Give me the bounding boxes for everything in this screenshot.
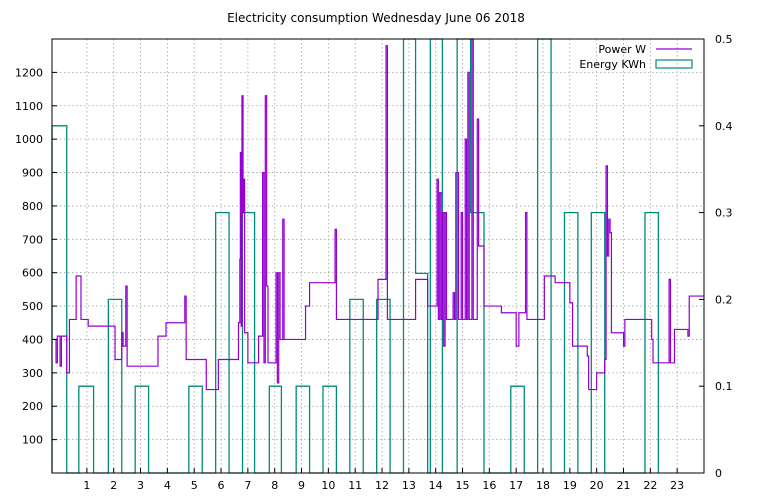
x-tick-label: 10 bbox=[321, 479, 335, 492]
x-tick-label: 6 bbox=[218, 479, 225, 492]
y2-tick-label: 0 bbox=[715, 467, 722, 480]
y-tick-label: 700 bbox=[22, 233, 43, 246]
x-tick-label: 8 bbox=[271, 479, 278, 492]
legend-label-energy: Energy KWh bbox=[579, 58, 646, 71]
x-tick-label: 22 bbox=[643, 479, 657, 492]
x-tick-label: 7 bbox=[244, 479, 251, 492]
y2-tick-label: 0.1 bbox=[715, 380, 733, 393]
legend: Power W Energy KWh bbox=[579, 43, 693, 71]
y-tick-label: 400 bbox=[22, 333, 43, 346]
power-series-line bbox=[52, 38, 704, 391]
x-tick-label: 20 bbox=[590, 479, 604, 492]
y-tick-label: 900 bbox=[22, 167, 43, 180]
y-tick-label: 100 bbox=[22, 434, 43, 447]
y2-tick-label: 0.5 bbox=[715, 33, 733, 46]
x-tick-label: 19 bbox=[563, 479, 577, 492]
grid-layer bbox=[52, 39, 704, 473]
x-tick-label: 3 bbox=[137, 479, 144, 492]
legend-label-power: Power W bbox=[598, 43, 646, 56]
x-tick-label: 2 bbox=[110, 479, 117, 492]
plot-border bbox=[51, 38, 705, 474]
power-series-layer bbox=[52, 38, 704, 391]
y-tick-label: 1100 bbox=[15, 100, 43, 113]
y-tick-label: 200 bbox=[22, 400, 43, 413]
axes-layer: 1 2 3 4 5 6 7 8 9 10 11 12 13 14 15 16 17 18 19 20 21 22 23100… bbox=[15, 33, 733, 492]
x-tick-label: 9 bbox=[298, 479, 305, 492]
y-tick-label: 500 bbox=[22, 300, 43, 313]
y-tick-label: 800 bbox=[22, 200, 43, 213]
x-tick-label: 4 bbox=[164, 479, 171, 492]
y2-tick-label: 0.3 bbox=[715, 207, 733, 220]
x-tick-label: 16 bbox=[482, 479, 496, 492]
x-tick-label: 13 bbox=[402, 479, 416, 492]
x-tick-label: 1 bbox=[83, 479, 90, 492]
y-tick-label: 300 bbox=[22, 367, 43, 380]
y-tick-label: 1000 bbox=[15, 133, 43, 146]
y2-tick-label: 0.4 bbox=[715, 120, 733, 133]
x-tick-label: 11 bbox=[348, 479, 362, 492]
chart-title: Electricity consumption Wednesday June 0… bbox=[227, 11, 525, 25]
y-tick-label: 600 bbox=[22, 267, 43, 280]
x-tick-label: 12 bbox=[375, 479, 389, 492]
x-tick-label: 17 bbox=[509, 479, 523, 492]
x-tick-label: 18 bbox=[536, 479, 550, 492]
x-tick-label: 5 bbox=[191, 479, 198, 492]
x-tick-label: 23 bbox=[670, 479, 684, 492]
x-tick-label: 21 bbox=[617, 479, 631, 492]
y2-tick-label: 0.2 bbox=[715, 293, 733, 306]
y-tick-label: 1200 bbox=[15, 66, 43, 79]
x-tick-label: 15 bbox=[456, 479, 470, 492]
x-tick-label: 14 bbox=[429, 479, 443, 492]
legend-swatch-energy bbox=[655, 59, 693, 69]
